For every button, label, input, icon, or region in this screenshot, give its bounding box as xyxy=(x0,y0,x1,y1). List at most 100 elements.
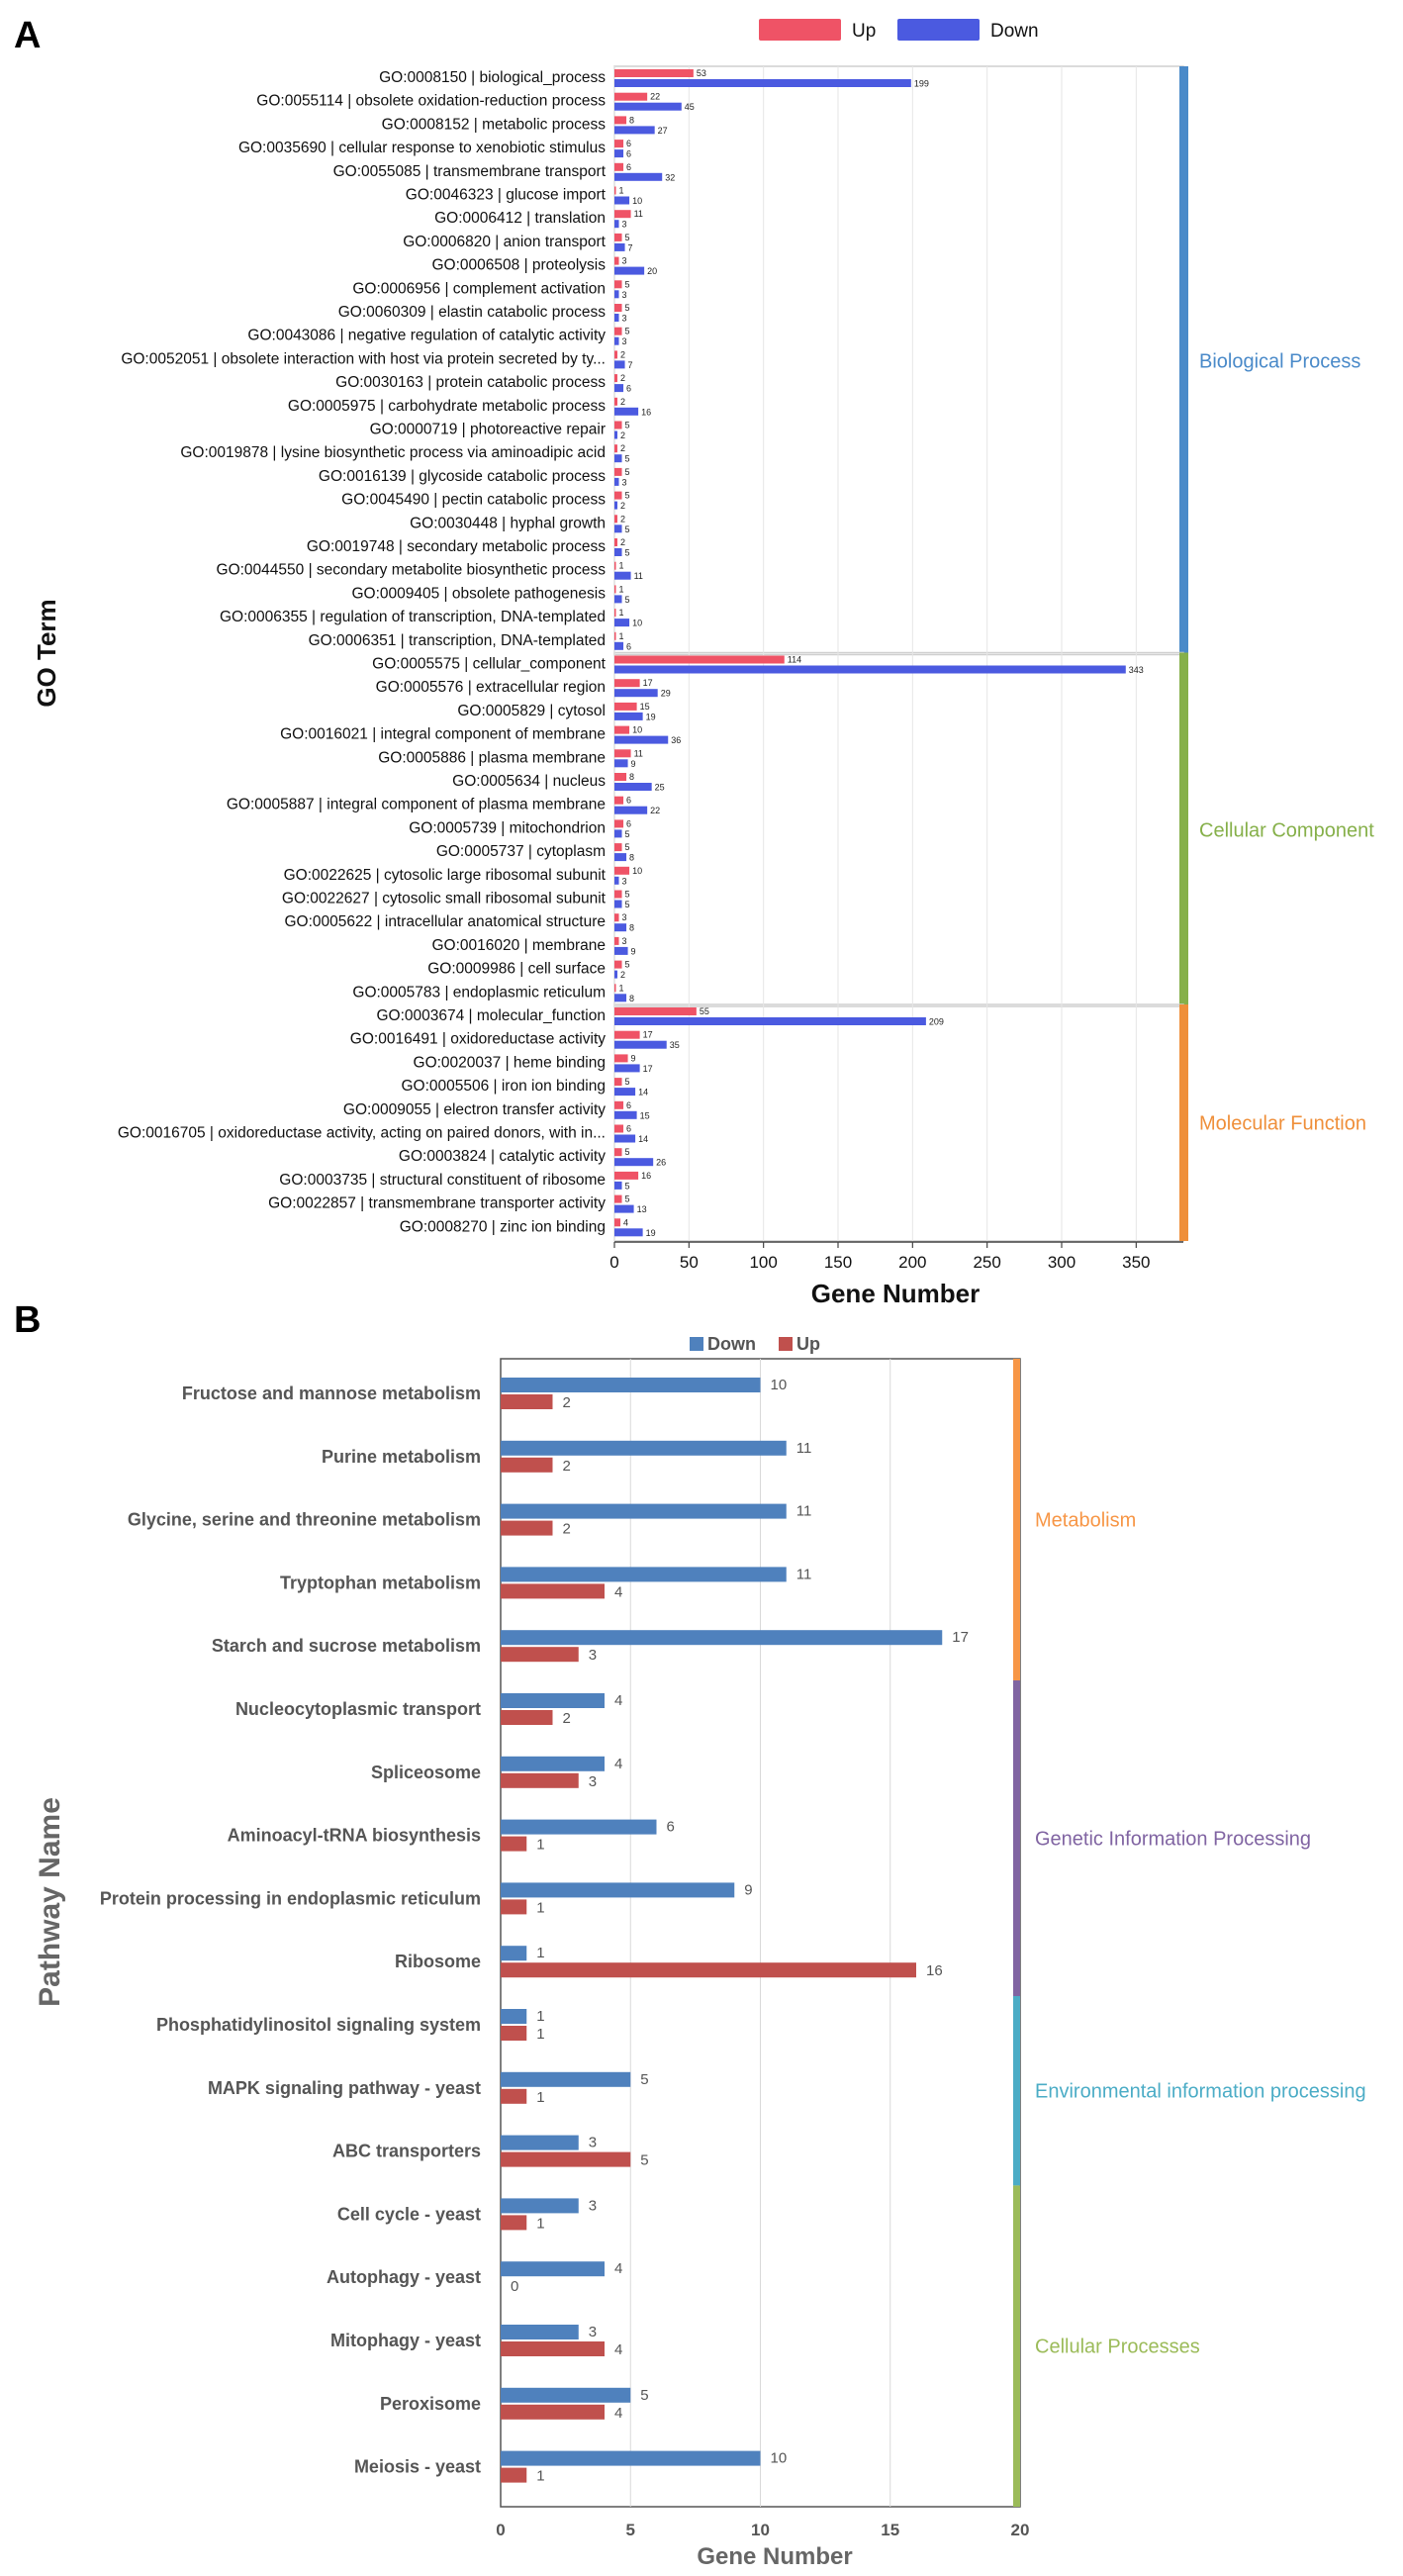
legend-up-swatch xyxy=(779,1337,793,1351)
group-label: Environmental information processing xyxy=(1035,2081,1366,2103)
down-value-label: 32 xyxy=(665,172,675,182)
legend-down-swatch xyxy=(897,19,980,41)
up-bar xyxy=(614,1100,624,1109)
y-tick-label: GO:0016139 | glycoside catabolic process xyxy=(319,468,606,485)
up-value-label: 2 xyxy=(620,397,625,407)
legend-up-swatch xyxy=(759,19,841,41)
y-tick-label: GO:0052051 | obsolete interaction with h… xyxy=(121,350,606,367)
up-value-label: 1 xyxy=(619,983,624,993)
y-tick-label: GO:0016491 | oxidoreductase activity xyxy=(350,1031,606,1048)
down-bar xyxy=(501,1378,761,1392)
up-value-label: 5 xyxy=(625,233,630,242)
down-bar xyxy=(614,665,1126,674)
up-value-label: 1 xyxy=(619,631,624,641)
y-tick-label: GO:0008150 | biological_process xyxy=(379,69,606,86)
down-bar xyxy=(614,1040,667,1049)
y-tick-label: Cell cycle - yeast xyxy=(337,2204,481,2224)
down-bar xyxy=(614,102,682,111)
down-value-label: 29 xyxy=(661,689,671,699)
y-tick-label: Starch and sucrose metabolism xyxy=(212,1636,481,1656)
up-bar xyxy=(614,655,785,664)
y-tick-label: GO:0016705 | oxidoreductase activity, ac… xyxy=(118,1125,606,1142)
down-value-label: 4 xyxy=(614,1692,622,1709)
up-value-label: 5 xyxy=(625,467,630,477)
up-bar xyxy=(501,1457,553,1473)
group-color-bar-1 xyxy=(1179,652,1188,1006)
up-value-label: 8 xyxy=(629,772,634,782)
up-bar xyxy=(614,280,622,289)
legend-up-label: Up xyxy=(796,1334,820,1354)
up-bar xyxy=(614,397,618,406)
down-bar xyxy=(614,1158,654,1167)
up-bar xyxy=(501,2341,605,2356)
down-value-label: 3 xyxy=(622,336,627,346)
up-value-label: 6 xyxy=(626,818,631,828)
down-bar xyxy=(614,759,628,768)
up-bar xyxy=(614,1171,639,1180)
group-frame-2 xyxy=(613,1003,1184,1242)
y-tick-label: GO:0020037 | heme binding xyxy=(414,1054,606,1071)
down-bar xyxy=(614,290,619,299)
up-value-label: 5 xyxy=(625,327,630,336)
up-bar xyxy=(501,1394,553,1409)
down-bar xyxy=(614,501,618,510)
down-value-label: 10 xyxy=(632,619,642,628)
group-label: Genetic Information Processing xyxy=(1035,1829,1311,1851)
up-bar xyxy=(614,843,622,852)
y-tick-label: GO:0006412 | translation xyxy=(434,210,606,227)
up-bar xyxy=(614,69,694,77)
y-tick-label: GO:0005886 | plasma membrane xyxy=(378,749,606,766)
down-value-label: 13 xyxy=(637,1204,647,1214)
up-bar xyxy=(614,92,648,101)
down-bar xyxy=(614,923,627,932)
down-value-label: 4 xyxy=(614,1756,622,1772)
y-tick-label: Peroxisome xyxy=(380,2394,481,2414)
up-value-label: 114 xyxy=(788,655,801,665)
up-value-label: 5 xyxy=(625,279,630,289)
down-bar xyxy=(614,946,628,955)
y-tick-label: GO:0045490 | pectin catabolic process xyxy=(341,492,606,509)
up-value-label: 2 xyxy=(620,443,625,453)
down-bar xyxy=(614,1228,643,1237)
x-tick-label: 350 xyxy=(1122,1253,1150,1272)
up-bar xyxy=(614,561,616,570)
down-bar xyxy=(614,314,619,322)
y-tick-label: GO:0022857 | transmembrane transporter a… xyxy=(268,1195,606,1212)
up-bar xyxy=(614,1054,628,1063)
x-tick-label: 100 xyxy=(749,1253,777,1272)
down-bar xyxy=(614,853,627,862)
down-bar xyxy=(614,149,624,158)
up-value-label: 5 xyxy=(625,890,630,900)
up-value-label: 1 xyxy=(619,608,624,618)
y-axis-title: GO Term xyxy=(32,599,61,707)
up-value-label: 5 xyxy=(625,1194,630,1204)
up-value-label: 8 xyxy=(629,115,634,125)
up-value-label: 3 xyxy=(622,912,627,922)
down-value-label: 5 xyxy=(625,548,630,558)
up-value-label: 11 xyxy=(634,209,643,219)
up-bar xyxy=(614,210,631,219)
down-bar xyxy=(614,876,619,885)
panel-b-label: B xyxy=(14,1299,41,1341)
down-value-label: 9 xyxy=(744,1881,752,1898)
x-tick-label: 300 xyxy=(1048,1253,1076,1272)
up-value-label: 10 xyxy=(632,725,642,735)
down-bar xyxy=(501,2198,579,2214)
down-value-label: 17 xyxy=(643,1064,653,1074)
up-value-label: 6 xyxy=(626,1124,631,1134)
down-value-label: 3 xyxy=(622,290,627,300)
up-value-label: 17 xyxy=(643,678,653,688)
up-bar xyxy=(614,913,619,922)
y-tick-label: GO:0006956 | complement activation xyxy=(352,280,606,297)
down-value-label: 6 xyxy=(626,384,631,394)
y-tick-label: Aminoacyl-tRNA biosynthesis xyxy=(228,1826,481,1846)
x-axis-title: Gene Number xyxy=(811,1279,981,1308)
group-label: Cellular Component xyxy=(1199,819,1374,841)
up-bar xyxy=(501,1899,527,1915)
down-value-label: 14 xyxy=(638,1088,648,1097)
down-bar xyxy=(614,1134,636,1143)
down-bar xyxy=(501,1630,943,1646)
up-value-label: 2 xyxy=(620,537,625,547)
up-bar xyxy=(614,233,622,241)
down-bar xyxy=(614,477,619,486)
